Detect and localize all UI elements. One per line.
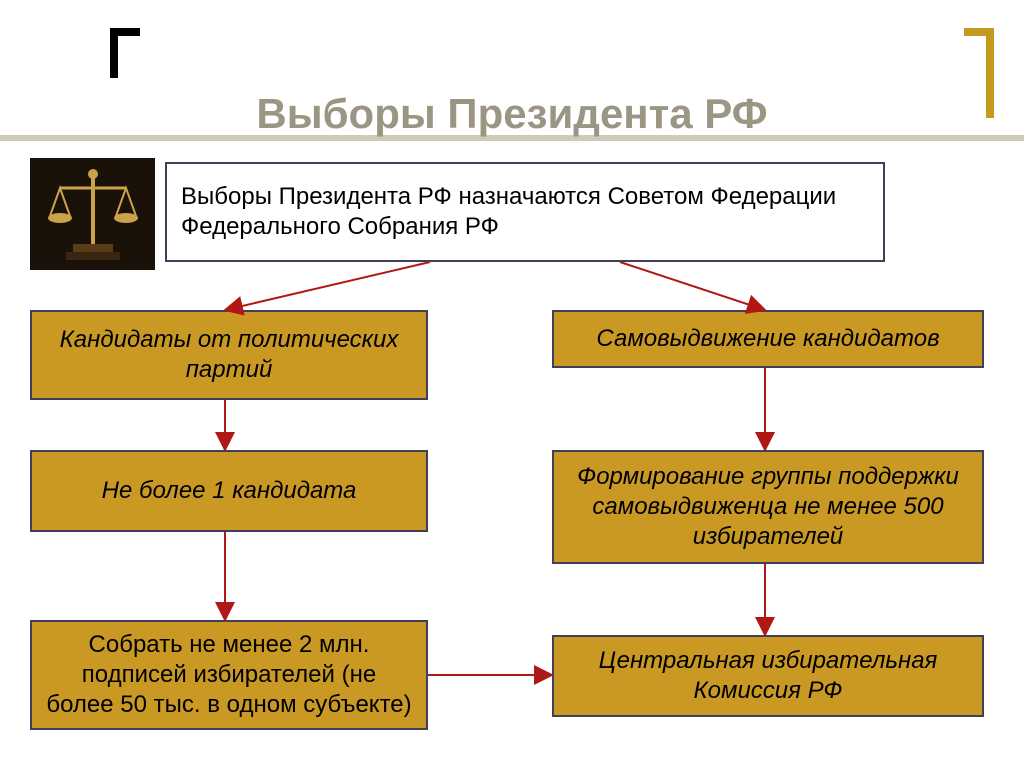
- box-one-candidate: Не более 1 кандидата: [30, 450, 428, 532]
- justice-scales-icon: [30, 158, 155, 270]
- box-election-call: Выборы Президента РФ назначаются Советом…: [165, 162, 885, 262]
- box-self-nomination: Самовыдвижение кандидатов: [552, 310, 984, 368]
- arrow-top-to-parties: [225, 262, 430, 310]
- arrow-top-to-self: [620, 262, 765, 310]
- box-cik: Центральная избирательная Комиссия РФ: [552, 635, 984, 717]
- box-one-candidate-text: Не более 1 кандидата: [102, 476, 357, 506]
- page-title: Выборы Президента РФ: [0, 90, 1024, 138]
- box-election-call-text: Выборы Президента РФ назначаются Советом…: [181, 182, 869, 242]
- box-self-nomination-text: Самовыдвижение кандидатов: [596, 324, 939, 354]
- box-party-candidates-text: Кандидаты от политических партий: [46, 325, 412, 385]
- box-party-candidates: Кандидаты от политических партий: [30, 310, 428, 400]
- box-signatures-text: Собрать не менее 2 млн. подписей избират…: [46, 630, 412, 720]
- box-support-group: Формирование группы поддержки самовыдвиж…: [552, 450, 984, 564]
- box-support-group-text: Формирование группы поддержки самовыдвиж…: [568, 462, 968, 552]
- decor-bracket-left: [110, 28, 140, 78]
- box-signatures: Собрать не менее 2 млн. подписей избират…: [30, 620, 428, 730]
- box-cik-text: Центральная избирательная Комиссия РФ: [568, 646, 968, 706]
